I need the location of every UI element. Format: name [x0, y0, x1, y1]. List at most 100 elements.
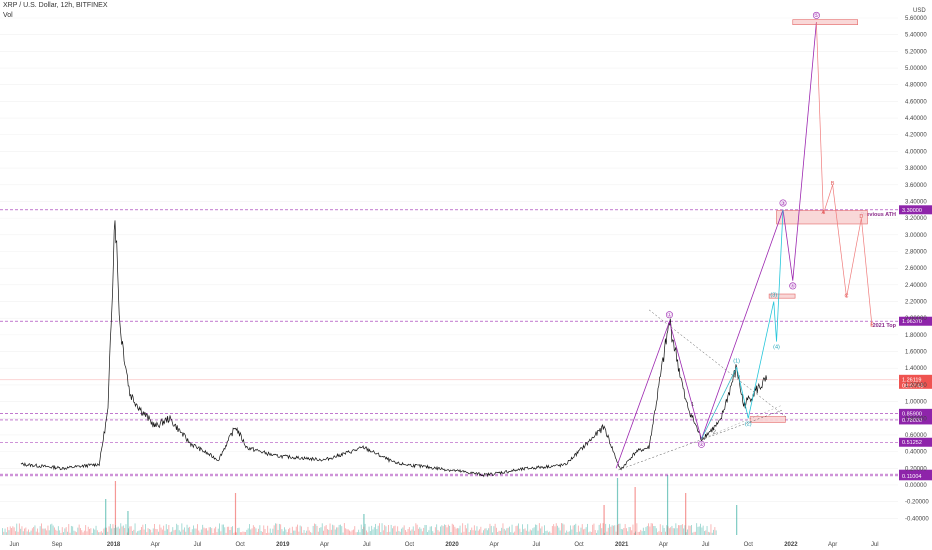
volume-bar: [405, 530, 406, 535]
volume-bar: [676, 528, 678, 535]
volume-bar: [290, 532, 292, 535]
volume-bar: [346, 529, 348, 535]
volume-bar: [736, 505, 738, 535]
volume-bar: [203, 527, 205, 535]
volume-bar: [314, 523, 315, 535]
volume-bar: [667, 526, 669, 535]
volume-bar: [692, 532, 694, 535]
volume-bar: [499, 531, 501, 535]
level-tag: [899, 415, 932, 425]
volume-bar: [594, 530, 596, 535]
volume-bar: [390, 524, 392, 535]
volume-bar: [334, 529, 336, 535]
volume-bar: [611, 525, 613, 535]
x-tick-label: Oct: [405, 542, 415, 548]
x-tick-label: Jul: [702, 542, 710, 548]
volume-bar: [522, 524, 523, 535]
volume-bar: [687, 529, 688, 535]
volume-bar: [639, 531, 640, 535]
volume-bar: [147, 528, 149, 535]
volume-bar: [297, 524, 298, 535]
volume-bar: [575, 523, 577, 535]
y-tick-label: 2.40000: [905, 283, 927, 289]
volume-bar: [519, 528, 521, 535]
volume-bar: [87, 526, 89, 535]
y-tick-label: 5.40000: [905, 33, 927, 39]
y-tick-label: 0.40000: [905, 450, 927, 456]
volume-bar: [542, 532, 544, 535]
volume-bar: [202, 524, 204, 535]
volume-bar: [342, 532, 344, 535]
volume-bar: [649, 526, 651, 535]
volume-bar: [688, 525, 690, 535]
volume-bar: [385, 526, 387, 535]
volume-bar: [402, 527, 404, 535]
volume-bar: [622, 529, 623, 535]
volume-bar: [488, 528, 490, 535]
y-tick-label: 0.60000: [905, 433, 927, 439]
volume-bar: [619, 523, 621, 535]
volume-bar: [379, 523, 380, 535]
volume-bar: [138, 530, 140, 535]
volume-bar: [564, 532, 566, 535]
volume-bar: [554, 526, 556, 535]
volume-bar: [109, 523, 111, 535]
y-tick-label: 2.60000: [905, 266, 927, 272]
volume-bar: [537, 530, 539, 535]
y-tick-label: -0.20000: [905, 500, 929, 506]
volume-bar: [169, 532, 171, 535]
volume-bar: [662, 525, 664, 535]
volume-bar: [555, 523, 557, 535]
volume-bar: [330, 529, 332, 535]
volume-bar: [425, 525, 427, 535]
volume-bar: [577, 525, 579, 535]
volume-bar: [142, 524, 144, 535]
volume-bar: [567, 531, 569, 535]
volume-bar: [35, 531, 37, 535]
volume-bar: [34, 525, 36, 535]
channel-line-2: [701, 367, 737, 440]
volume-bar: [323, 530, 324, 535]
volume-bar: [187, 527, 189, 535]
volume-bar: [363, 526, 365, 535]
volume-bar: [161, 529, 163, 535]
volume-bar: [86, 531, 88, 535]
volume-bar: [592, 524, 594, 535]
y-tick-label: 4.40000: [905, 116, 927, 122]
correction-label: D: [859, 214, 863, 220]
volume-bar: [197, 524, 198, 535]
volume-bar: [666, 525, 668, 535]
volume-bar: [163, 525, 165, 535]
volume-bar: [254, 526, 256, 535]
volume-bar: [393, 526, 395, 535]
volume-bar: [311, 532, 313, 535]
volume-bar: [83, 530, 85, 535]
price-line: [20, 220, 768, 478]
volume-bar: [648, 523, 649, 535]
volume-bar: [243, 531, 245, 535]
purple-wave-marker: [779, 199, 787, 207]
volume-bar: [657, 532, 659, 535]
volume-bar: [540, 528, 542, 535]
volume-bar: [113, 528, 115, 535]
volume-bar: [181, 523, 183, 535]
volume-bar: [364, 523, 366, 535]
volume-bar: [207, 530, 209, 535]
volume-bar: [515, 526, 517, 535]
volume-bar: [406, 531, 408, 535]
volume-bar: [81, 530, 83, 535]
volume-bar: [358, 529, 360, 535]
volume-bar: [518, 523, 519, 535]
volume-bar: [471, 527, 473, 535]
volume-bar: [65, 527, 67, 535]
volume-bar: [480, 526, 482, 535]
x-tick-label: Apr: [320, 542, 329, 548]
volume-bar: [620, 528, 622, 535]
volume-bar: [520, 531, 522, 535]
volume-bar: [563, 524, 565, 535]
volume-bar: [293, 530, 295, 535]
volume-bar: [497, 531, 499, 535]
volume-bar: [684, 525, 686, 535]
volume-bar: [16, 523, 18, 535]
